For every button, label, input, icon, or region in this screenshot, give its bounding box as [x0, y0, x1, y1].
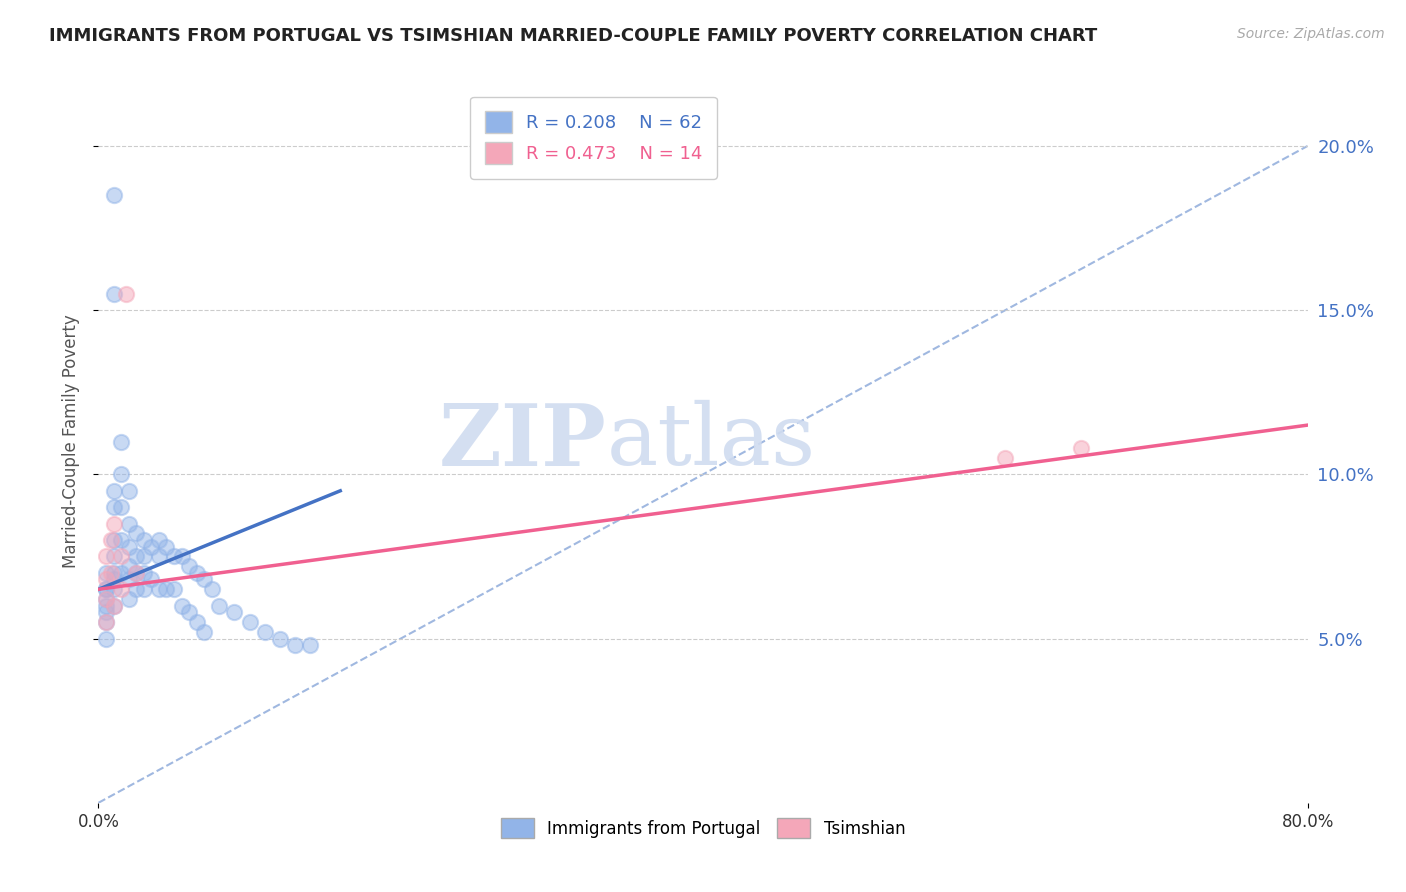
Point — [103, 188, 125, 202]
Point — [118, 516, 141, 531]
Point — [132, 566, 155, 580]
Point — [103, 516, 125, 531]
Point — [110, 434, 132, 449]
Point — [163, 549, 186, 564]
Point — [94, 566, 117, 580]
Point — [179, 559, 201, 574]
Point — [94, 605, 117, 619]
Point — [110, 549, 132, 564]
Point — [110, 467, 132, 482]
Point — [103, 582, 125, 597]
Point — [201, 582, 224, 597]
Point — [179, 605, 201, 619]
Point — [186, 615, 208, 630]
Point — [125, 582, 148, 597]
Point — [100, 533, 122, 547]
Point — [103, 500, 125, 515]
Point — [132, 549, 155, 564]
Point — [94, 582, 117, 597]
Point — [186, 566, 208, 580]
Point — [103, 573, 125, 587]
Point — [118, 540, 141, 554]
Point — [125, 566, 148, 580]
Point — [94, 615, 117, 630]
Legend: Immigrants from Portugal, Tsimshian: Immigrants from Portugal, Tsimshian — [494, 812, 912, 845]
Point — [94, 615, 117, 630]
Point — [103, 549, 125, 564]
Point — [94, 599, 117, 613]
Point — [170, 549, 193, 564]
Point — [100, 566, 122, 580]
Point — [148, 582, 170, 597]
Point — [239, 615, 262, 630]
Point — [132, 582, 155, 597]
Point — [103, 599, 125, 613]
Point — [208, 599, 231, 613]
Point — [148, 533, 170, 547]
Point — [253, 625, 276, 640]
Point — [132, 533, 155, 547]
Point — [94, 632, 117, 646]
Point — [118, 573, 141, 587]
Text: ZIP: ZIP — [439, 400, 606, 483]
Text: Source: ZipAtlas.com: Source: ZipAtlas.com — [1237, 27, 1385, 41]
Point — [224, 605, 246, 619]
Point — [110, 566, 132, 580]
Point — [94, 592, 117, 607]
Point — [110, 500, 132, 515]
Point — [94, 573, 117, 587]
Point — [110, 582, 132, 597]
Point — [110, 533, 132, 547]
Point — [148, 549, 170, 564]
Point — [1070, 441, 1092, 455]
Point — [103, 566, 125, 580]
Point — [141, 573, 163, 587]
Point — [94, 592, 117, 607]
Point — [118, 559, 141, 574]
Point — [118, 483, 141, 498]
Point — [155, 582, 177, 597]
Point — [193, 573, 215, 587]
Point — [103, 533, 125, 547]
Point — [125, 566, 148, 580]
Point — [284, 638, 307, 652]
Point — [103, 483, 125, 498]
Point — [125, 549, 148, 564]
Point — [125, 526, 148, 541]
Point — [141, 540, 163, 554]
Point — [118, 592, 141, 607]
Point — [193, 625, 215, 640]
Text: IMMIGRANTS FROM PORTUGAL VS TSIMSHIAN MARRIED-COUPLE FAMILY POVERTY CORRELATION : IMMIGRANTS FROM PORTUGAL VS TSIMSHIAN MA… — [49, 27, 1098, 45]
Point — [170, 599, 193, 613]
Point — [163, 582, 186, 597]
Point — [103, 286, 125, 301]
Point — [994, 450, 1017, 465]
Point — [103, 599, 125, 613]
Point — [269, 632, 291, 646]
Point — [155, 540, 177, 554]
Y-axis label: Married-Couple Family Poverty: Married-Couple Family Poverty — [62, 315, 80, 568]
Point — [94, 582, 117, 597]
Point — [299, 638, 322, 652]
Point — [94, 549, 117, 564]
Point — [114, 286, 136, 301]
Text: atlas: atlas — [606, 400, 815, 483]
